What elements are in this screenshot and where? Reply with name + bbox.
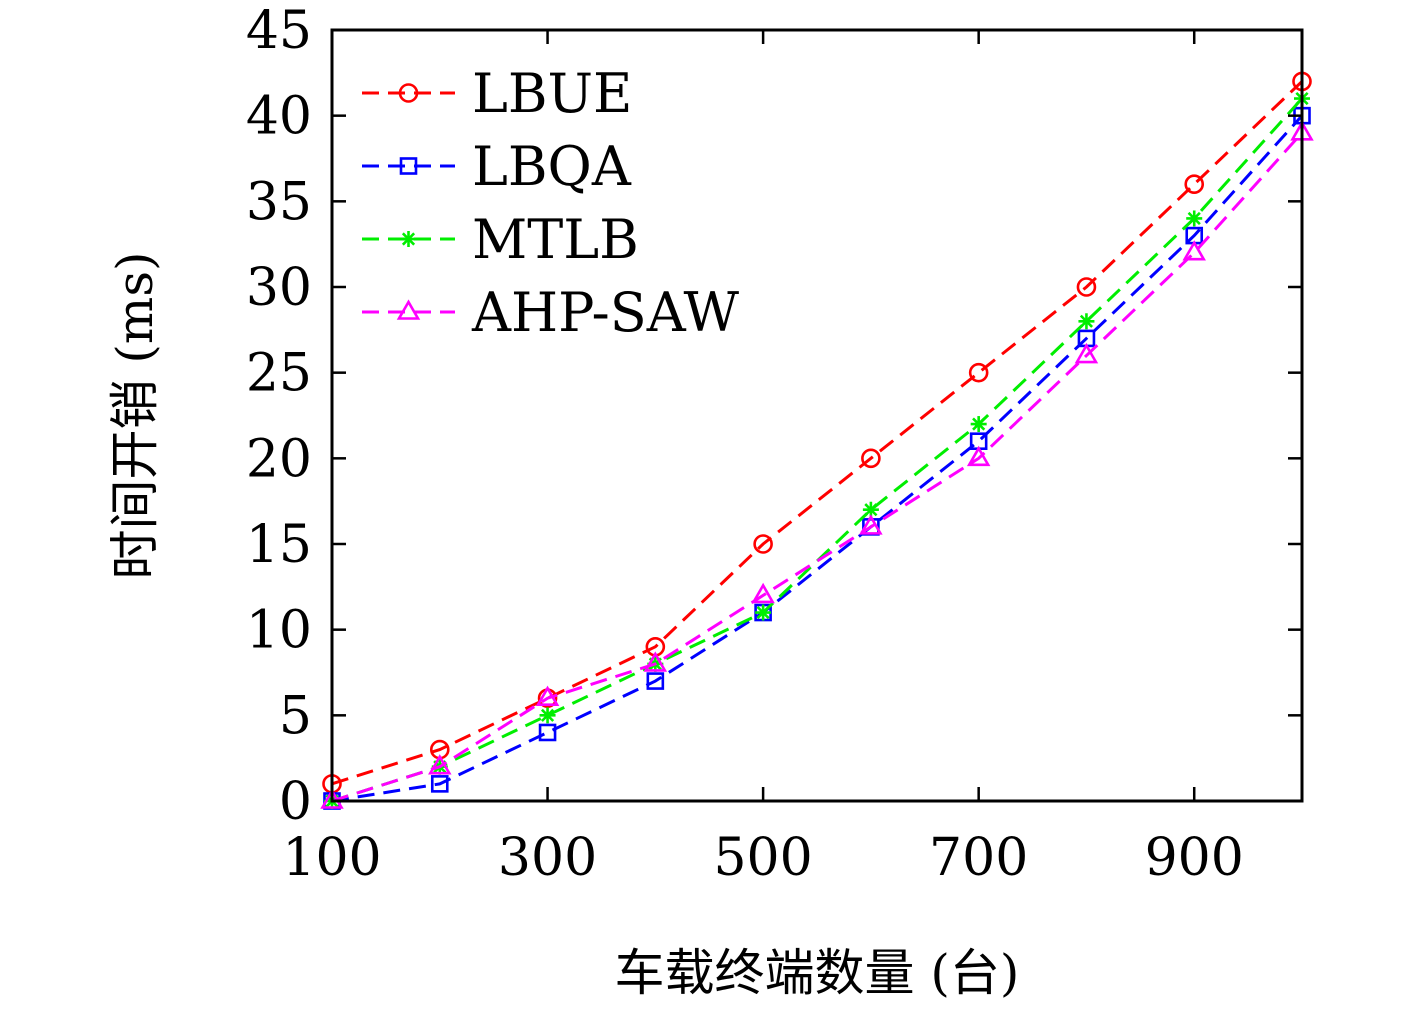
y-tick-label: 25 [246,344,312,404]
data-point-mtlb [1186,210,1203,227]
legend-item-mtlb: MTLB [362,208,639,271]
legend-marker [399,157,418,175]
data-point-mtlb [755,604,772,621]
data-point-ahp-saw [428,754,452,775]
data-point-ahp-saw [1074,342,1099,364]
legend-marker [396,299,421,320]
y-tick-label: 30 [246,258,312,318]
legend-label: LBQA [472,135,632,198]
series-mtlb [324,90,1310,809]
y-tick-label: 5 [279,686,312,746]
y-tick-label: 20 [246,429,312,489]
series-line-lbqa [331,114,1304,803]
x-tick-label: 900 [1145,828,1244,888]
y-tick-label: 0 [279,772,312,832]
x-tick-label: 300 [498,828,597,888]
data-point-lbqa [430,775,449,793]
series-line-lbue [331,80,1304,786]
data-point-ahp-saw [643,651,668,672]
series-line-mtlb [331,97,1304,803]
y-tick-label: 40 [246,87,312,147]
series-lbqa [323,106,1311,810]
data-point-ahp-saw [859,514,883,535]
legend: LBUE LBQA MTLB AHP-SAW [362,62,740,344]
y-tick-label: 10 [246,601,312,661]
data-point-mtlb [970,416,987,433]
y-tick-label: 35 [246,172,312,232]
y-tick-label: 45 [246,1,312,61]
data-point-lbue [968,362,989,383]
legend-marker [398,83,419,103]
x-tick-label: 100 [282,828,381,888]
y-tick-label: 15 [246,515,312,575]
data-point-ahp-saw [320,788,344,809]
data-point-lbqa [646,672,665,690]
legend-label: AHP-SAW [471,281,740,344]
data-point-lbue [1184,174,1205,194]
series-layer [320,71,1314,810]
axes-layer: 0 5 10 15 20 25 30 35 40 45 100 300 500 700 900 [246,1,1304,888]
data-point-mtlb [1078,313,1095,330]
x-tick-label: 700 [929,828,1028,888]
x-tick-label: 500 [713,828,812,888]
data-point-lbue [861,448,881,469]
series-ahp-saw [320,120,1314,809]
legend-marker [400,231,417,247]
data-point-ahp-saw [535,685,560,707]
legend-label: MTLB [472,208,639,271]
legend-item-lbqa: LBQA [362,135,632,198]
data-point-ahp-saw [1182,240,1206,261]
legend-item-lbue: LBUE [362,62,632,125]
data-point-mtlb [539,707,556,724]
x-axis-label: 车载终端数量 (台) [615,944,1020,1002]
plot-frame [330,28,1304,803]
legend-label: LBUE [472,62,632,125]
data-point-lbue [753,534,773,554]
data-point-lbqa [538,723,557,742]
data-point-lbue [1076,277,1097,297]
y-axis-label: 时间开销 (ms) [106,252,164,580]
data-point-ahp-saw [751,582,775,604]
data-point-ahp-saw [966,445,991,467]
legend-item-ahp-saw: AHP-SAW [362,281,740,344]
